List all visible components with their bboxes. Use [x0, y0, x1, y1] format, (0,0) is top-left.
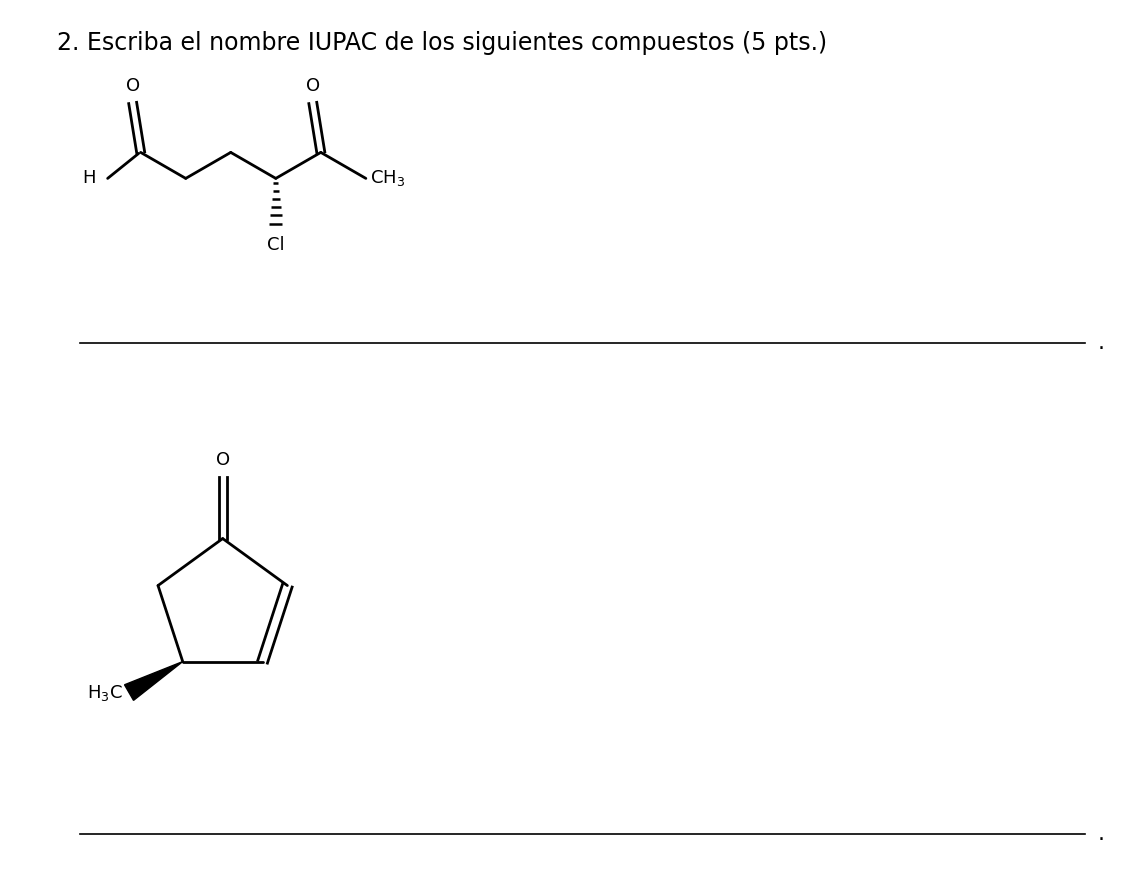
Text: O: O — [216, 450, 230, 468]
Polygon shape — [124, 662, 183, 700]
Text: .: . — [1099, 824, 1105, 844]
Text: O: O — [306, 77, 320, 95]
Text: .: . — [1099, 334, 1105, 353]
Text: 2. Escriba el nombre IUPAC de los siguientes compuestos (5 pts.): 2. Escriba el nombre IUPAC de los siguie… — [57, 31, 827, 55]
Text: H$_3$C: H$_3$C — [87, 682, 123, 703]
Text: CH$_3$: CH$_3$ — [370, 169, 405, 188]
Text: O: O — [126, 77, 139, 95]
Text: H: H — [82, 169, 96, 187]
Text: Cl: Cl — [267, 235, 284, 254]
